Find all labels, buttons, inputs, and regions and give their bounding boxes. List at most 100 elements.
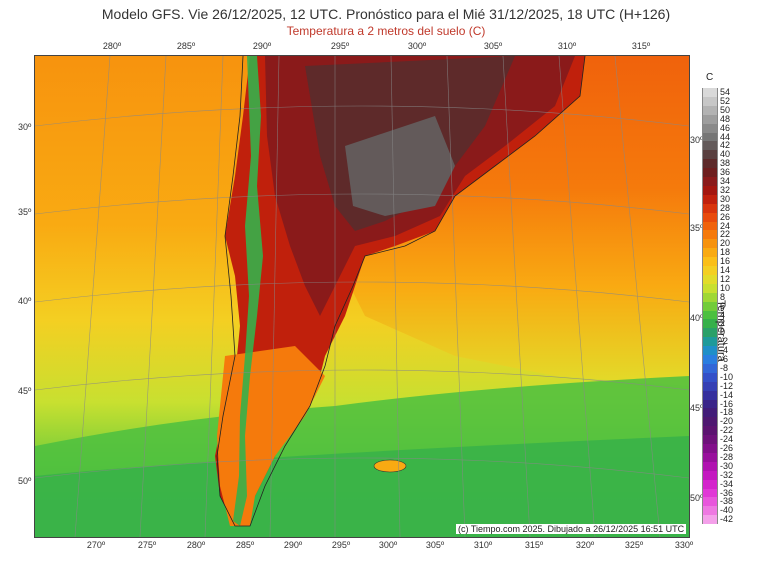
legend-label: -2 [720,336,729,347]
legend-label: -16 [720,398,734,409]
legend-label: -34 [720,478,734,489]
legend-label: -14 [720,389,734,400]
legend-swatch [702,150,718,160]
legend-swatch [702,452,718,462]
bottom-longitude-label: 290º [283,540,303,550]
legend-label: -6 [720,354,729,364]
bottom-longitude-label: 285º [235,540,255,550]
legend-swatch [702,123,718,133]
legend-swatch [702,408,718,418]
legend-label: -32 [720,469,734,480]
legend-swatch [702,292,718,302]
legend-swatch [702,177,718,186]
top-longitude-label: 295º [330,41,350,51]
legend-label: 14 [720,265,731,275]
legend-label: 54 [720,87,731,97]
legend-label: 16 [720,256,731,267]
legend-swatch [702,399,718,409]
legend-label: -42 [720,514,734,525]
legend-label: 28 [720,202,731,213]
legend-label: -10 [720,371,734,382]
legend-unit: C [706,72,714,83]
top-longitude-label: 290º [252,41,272,51]
right-latitude-label: 50º [690,493,704,503]
right-latitude-label: 30º [690,135,704,145]
legend-label: 44 [720,131,731,142]
legend-label: 40 [720,149,731,160]
bottom-longitude-label: 300º [378,540,398,550]
legend-swatch [702,212,718,222]
top-longitude-label: 305º [483,41,503,51]
legend-label: 6 [720,300,726,311]
legend-label: 12 [720,273,731,284]
top-longitude-label: 310º [557,41,577,51]
legend-swatch [702,363,718,373]
legend-label: 36 [720,167,731,178]
legend-swatch [702,488,718,498]
legend-label: 22 [720,229,731,240]
graticule [35,56,689,537]
legend-swatch [702,381,718,391]
legend-label: -12 [720,380,734,391]
legend-label: 0 [720,327,726,338]
legend-swatch [702,372,718,382]
legend-swatch [702,248,718,258]
top-longitude-label: 315º [631,41,651,51]
legend-swatch [702,479,718,489]
legend-swatch [702,221,718,231]
legend-label: 38 [720,158,731,169]
legend-swatch [702,274,718,284]
legend-label: -8 [720,362,729,373]
legend-swatch [702,435,718,445]
legend-label: -24 [720,434,734,445]
legend-swatch [702,239,718,249]
legend-swatch [702,346,718,356]
left-latitude-label: 45º [18,386,32,396]
legend-swatch [702,185,718,195]
bottom-longitude-label: 305º [425,540,445,550]
legend-label: -36 [720,487,734,498]
bottom-longitude-label: 270º [86,540,106,550]
legend-label: -38 [720,496,734,507]
legend-swatch [702,141,718,151]
legend-swatch [702,426,718,436]
bottom-longitude-label: 325º [624,540,644,550]
legend-swatch [702,337,718,347]
legend-swatch [702,506,718,516]
legend-swatch [702,257,718,267]
right-latitude-label: 45º [690,403,704,413]
left-latitude-label: 40º [18,296,32,306]
legend-swatch [702,105,718,115]
legend-label: 10 [720,282,731,293]
legend-swatch [702,203,718,213]
legend-swatch [702,470,718,480]
legend-label: 4 [720,309,726,320]
legend-label: -40 [720,505,734,516]
legend-swatch [702,390,718,400]
legend-swatch [702,319,718,329]
legend-label: -30 [720,460,734,471]
bottom-longitude-label: 280º [186,540,206,550]
coastline [216,56,586,527]
bottom-longitude-label: 295º [331,540,351,550]
legend-swatch [702,168,718,178]
legend-label: 34 [720,176,731,186]
credit-text: (c) Tiempo.com 2025. Dibujado a 26/12/20… [456,524,687,534]
bottom-longitude-label: 330º [674,540,694,550]
legend-label: 50 [720,104,731,115]
legend-swatch [702,515,718,525]
temperature-map-graphic [35,56,689,537]
legend-label: 42 [720,140,731,151]
legend-swatch [702,301,718,311]
legend-name: Temperatura [715,300,727,362]
legend-label: 26 [720,211,731,222]
bottom-longitude-label: 320º [575,540,595,550]
legend-swatch [702,132,718,142]
legend-label: -22 [720,425,734,436]
legend-label: 2 [720,318,726,329]
legend-label: 46 [720,122,731,133]
legend-swatch [702,283,718,293]
map-title: Modelo GFS. Vie 26/12/2025, 12 UTC. Pron… [101,6,671,22]
legend-label: 24 [720,220,731,231]
legend-label: -18 [720,407,734,418]
